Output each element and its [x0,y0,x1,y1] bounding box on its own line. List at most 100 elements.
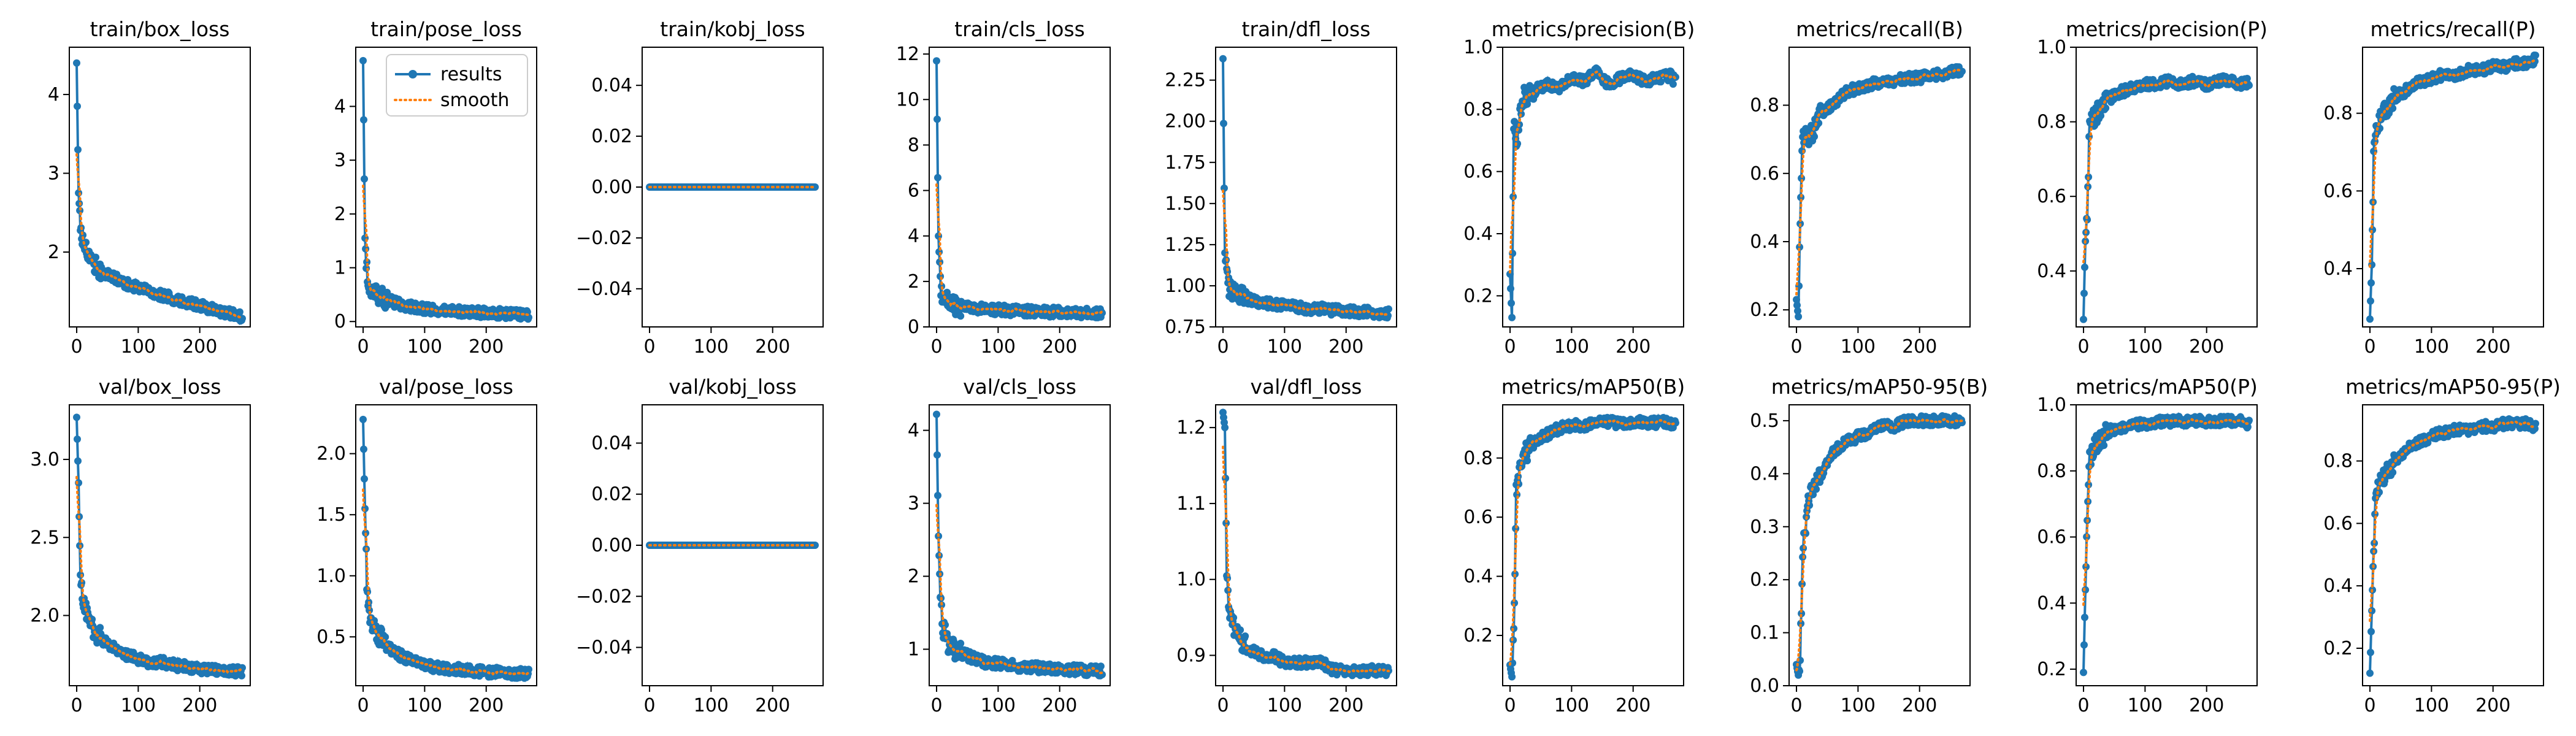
y-tick-label: −0.04 [576,637,632,659]
x-tick-label: 200 [182,695,217,716]
axes-frame [69,404,251,686]
x-tick-label: 0 [1217,336,1229,358]
results-point [2366,669,2374,677]
panel-title: train/dfl_loss [1242,17,1371,41]
results-point [2081,263,2088,271]
plot-area [2080,412,2253,677]
x-tick-label: 0 [2077,336,2089,358]
y-tick-label: 0.8 [2323,103,2353,125]
y-tick-label: 0.02 [591,126,632,147]
plot-area [1219,408,1392,680]
results-point [361,475,368,483]
y-tick-label: 8 [908,134,919,156]
y-tick-label: 0.04 [591,75,632,96]
results-point [1795,313,1803,321]
results-point [1220,120,1227,128]
results-point [92,253,100,261]
y-tick-label: 1.75 [1165,152,1206,174]
results-point [74,146,82,153]
x-tick-label: 0 [2364,695,2375,716]
results-point [933,115,941,123]
panel-title: metrics/mAP50-95(B) [1771,375,1988,399]
x-tick-label: 0 [643,695,655,716]
y-tick-label: 0.2 [1463,625,1493,646]
x-tick-label: 200 [2189,336,2224,358]
results-point [360,445,367,453]
results-point [361,175,368,183]
x-tick-label: 200 [1616,336,1650,358]
results-point [1797,193,1805,201]
results-point [1657,78,1665,86]
results-point [96,624,104,632]
y-tick-label: 0.6 [2037,186,2066,207]
y-tick-label: 0.3 [1750,516,1779,538]
results-point [238,672,245,680]
panel-title: metrics/mAP50(B) [1501,375,1685,399]
plot-area [73,413,246,680]
x-tick-label: 200 [2189,695,2224,716]
y-tick-label: 1.2 [1176,417,1206,439]
plot-area [1219,55,1392,322]
x-tick-label: 100 [2414,336,2449,358]
y-tick-label: 0.6 [2037,527,2066,548]
results-point [378,626,386,634]
results-point [1793,296,1800,304]
y-tick-label: −0.04 [576,278,632,300]
x-tick-label: 0 [643,336,655,358]
smooth-line [1222,445,1390,674]
results-point [525,665,532,673]
x-tick-label: 100 [1267,336,1302,358]
axes-frame [1502,404,1684,686]
y-tick-label: 2.0 [316,443,346,465]
y-tick-label: 3.0 [30,449,59,470]
results-point [950,638,958,645]
x-tick-label: 0 [1504,336,1516,358]
panel-title: train/cls_loss [954,17,1085,41]
x-tick-label: 200 [469,695,504,716]
y-tick-label: 0.00 [591,177,632,198]
y-tick-label: 0.2 [2037,659,2066,680]
y-tick-label: 3 [334,150,346,171]
results-point [74,102,81,110]
y-tick-label: 0.4 [1463,566,1493,588]
y-tick-label: 1.50 [1165,193,1206,215]
y-tick-label: 4 [334,96,346,117]
results-point [957,312,965,320]
results-point [1794,307,1801,315]
panel-title: metrics/recall(B) [1796,17,1963,41]
results-point [2367,648,2374,656]
results-line [935,61,1103,321]
y-tick-label: 0.8 [1463,99,1493,120]
results-point [77,571,85,579]
plot-area [2366,52,2539,323]
results-point [1224,267,1232,275]
x-tick-label: 0 [930,336,942,358]
y-tick-label: 0.6 [1463,507,1493,528]
results-point [1222,519,1230,527]
x-tick-label: 100 [121,336,156,358]
y-tick-label: 1.0 [2037,37,2066,58]
results-point [1796,243,1804,251]
x-tick-label: 0 [357,695,369,716]
results-point [2080,641,2088,649]
y-tick-label: 0.4 [1463,223,1493,245]
results-point [74,435,81,443]
y-tick-label: −0.02 [576,228,632,249]
results-point [236,308,243,316]
x-tick-label: 100 [407,336,442,358]
y-tick-label: 0 [334,311,346,332]
smooth-line [1222,189,1390,316]
y-tick-label: 0.8 [2323,451,2353,472]
plot-area [646,183,819,191]
y-tick-label: 0.4 [2037,592,2066,614]
panel-title: metrics/mAP50-95(P) [2345,375,2561,399]
x-tick-label: 100 [981,695,1016,716]
results-point [1241,632,1249,640]
y-tick-label: 0.4 [1750,463,1779,485]
plot-area [359,56,532,323]
panel-title: metrics/mAP50(P) [2076,375,2258,399]
